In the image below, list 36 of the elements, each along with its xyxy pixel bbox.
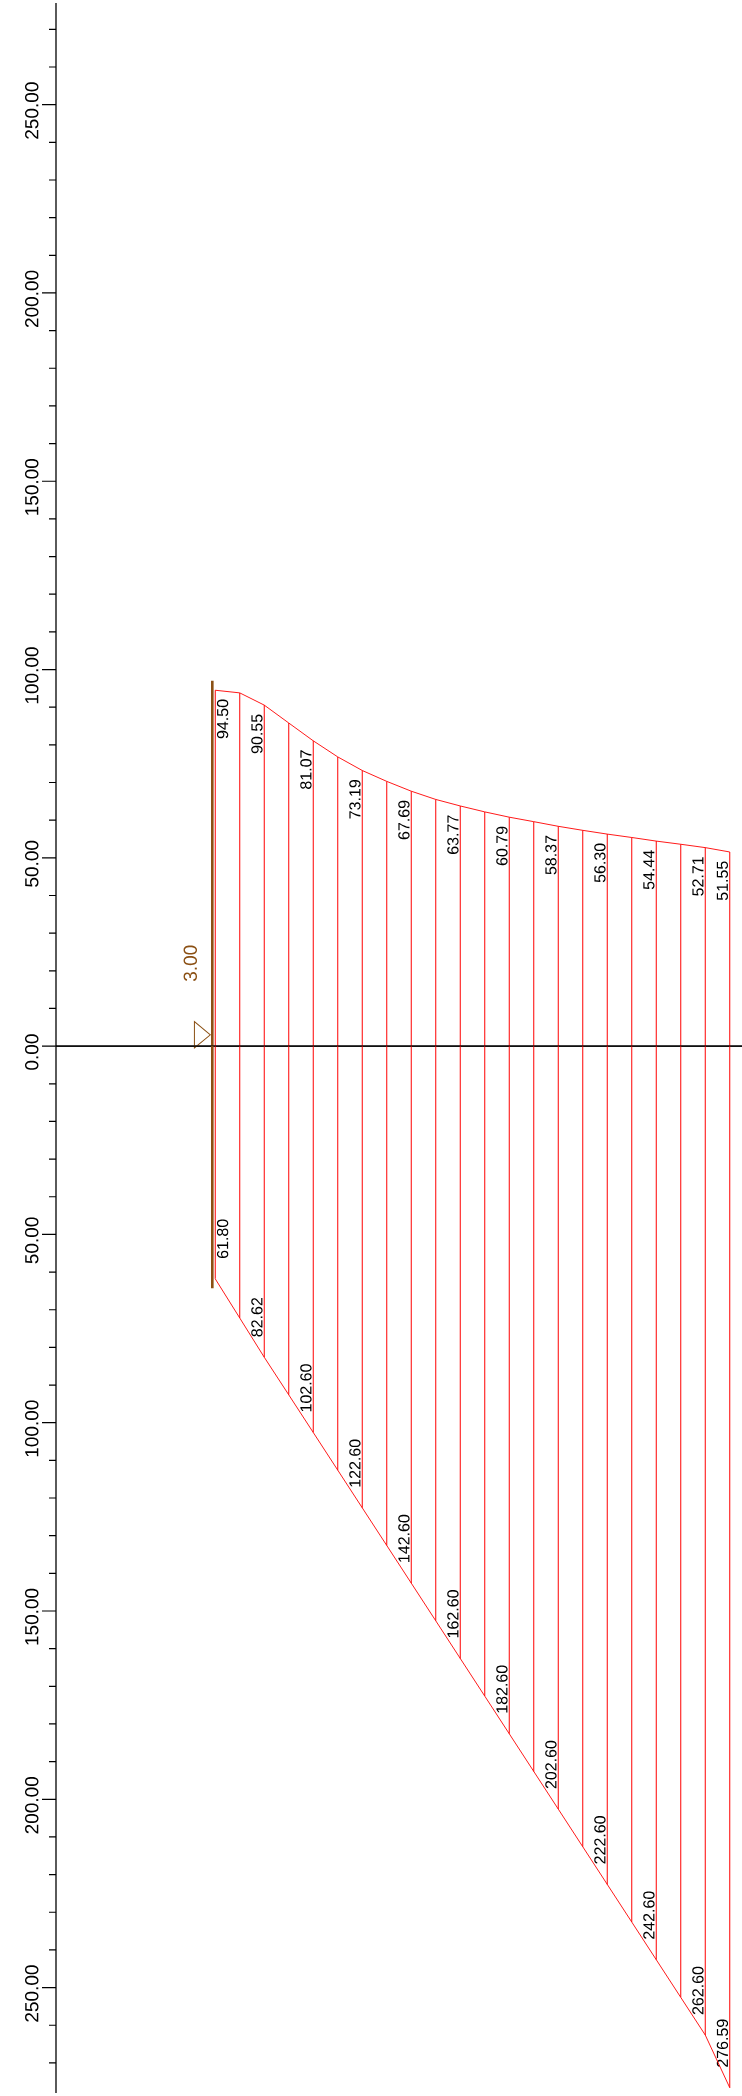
- y-tick-label: 250.00: [25, 82, 39, 139]
- data-label: 52.71: [692, 857, 704, 896]
- y-tick-label: 200.00: [25, 1776, 39, 1834]
- data-label: 276.59: [716, 2019, 729, 2067]
- data-label: 81.07: [300, 750, 312, 789]
- y-tick-label: 0.00: [25, 1034, 39, 1070]
- y-tick-label: 50.00: [25, 840, 39, 887]
- data-label: 73.19: [349, 779, 361, 819]
- data-label: 242.60: [643, 1891, 655, 1939]
- data-label: 222.60: [594, 1816, 606, 1864]
- data-label: 82.62: [251, 1298, 263, 1337]
- data-label: 90.55: [251, 714, 263, 754]
- data-label: 63.77: [447, 815, 459, 854]
- data-label: 262.60: [692, 1966, 704, 2015]
- y-tick-label: 100.00: [25, 1400, 39, 1457]
- y-tick-label: 150.00: [25, 1588, 39, 1645]
- data-label: 58.37: [545, 835, 557, 875]
- y-tick-label: 250.00: [25, 1965, 39, 2022]
- data-label: 182.60: [496, 1665, 508, 1713]
- data-label: 54.44: [643, 850, 655, 890]
- data-label: 60.79: [496, 826, 508, 866]
- y-tick-label: 50.00: [25, 1217, 39, 1264]
- y-tick-label: 150.00: [25, 458, 39, 515]
- data-label: 122.60: [349, 1439, 361, 1487]
- data-label: 61.80: [216, 1219, 229, 1259]
- data-label: 67.69: [398, 800, 410, 840]
- data-label: 142.60: [398, 1514, 410, 1562]
- data-label: 56.30: [594, 843, 606, 883]
- data-label: 162.60: [447, 1590, 459, 1638]
- data-label: 51.55: [716, 861, 728, 901]
- data-label: 202.60: [545, 1740, 557, 1789]
- annotation: 3.00: [183, 945, 198, 982]
- data-label: 102.60: [300, 1364, 312, 1412]
- data-label: 94.50: [216, 699, 229, 739]
- y-tick-label: 100.00: [25, 647, 39, 704]
- y-tick-label: 200.00: [25, 270, 39, 328]
